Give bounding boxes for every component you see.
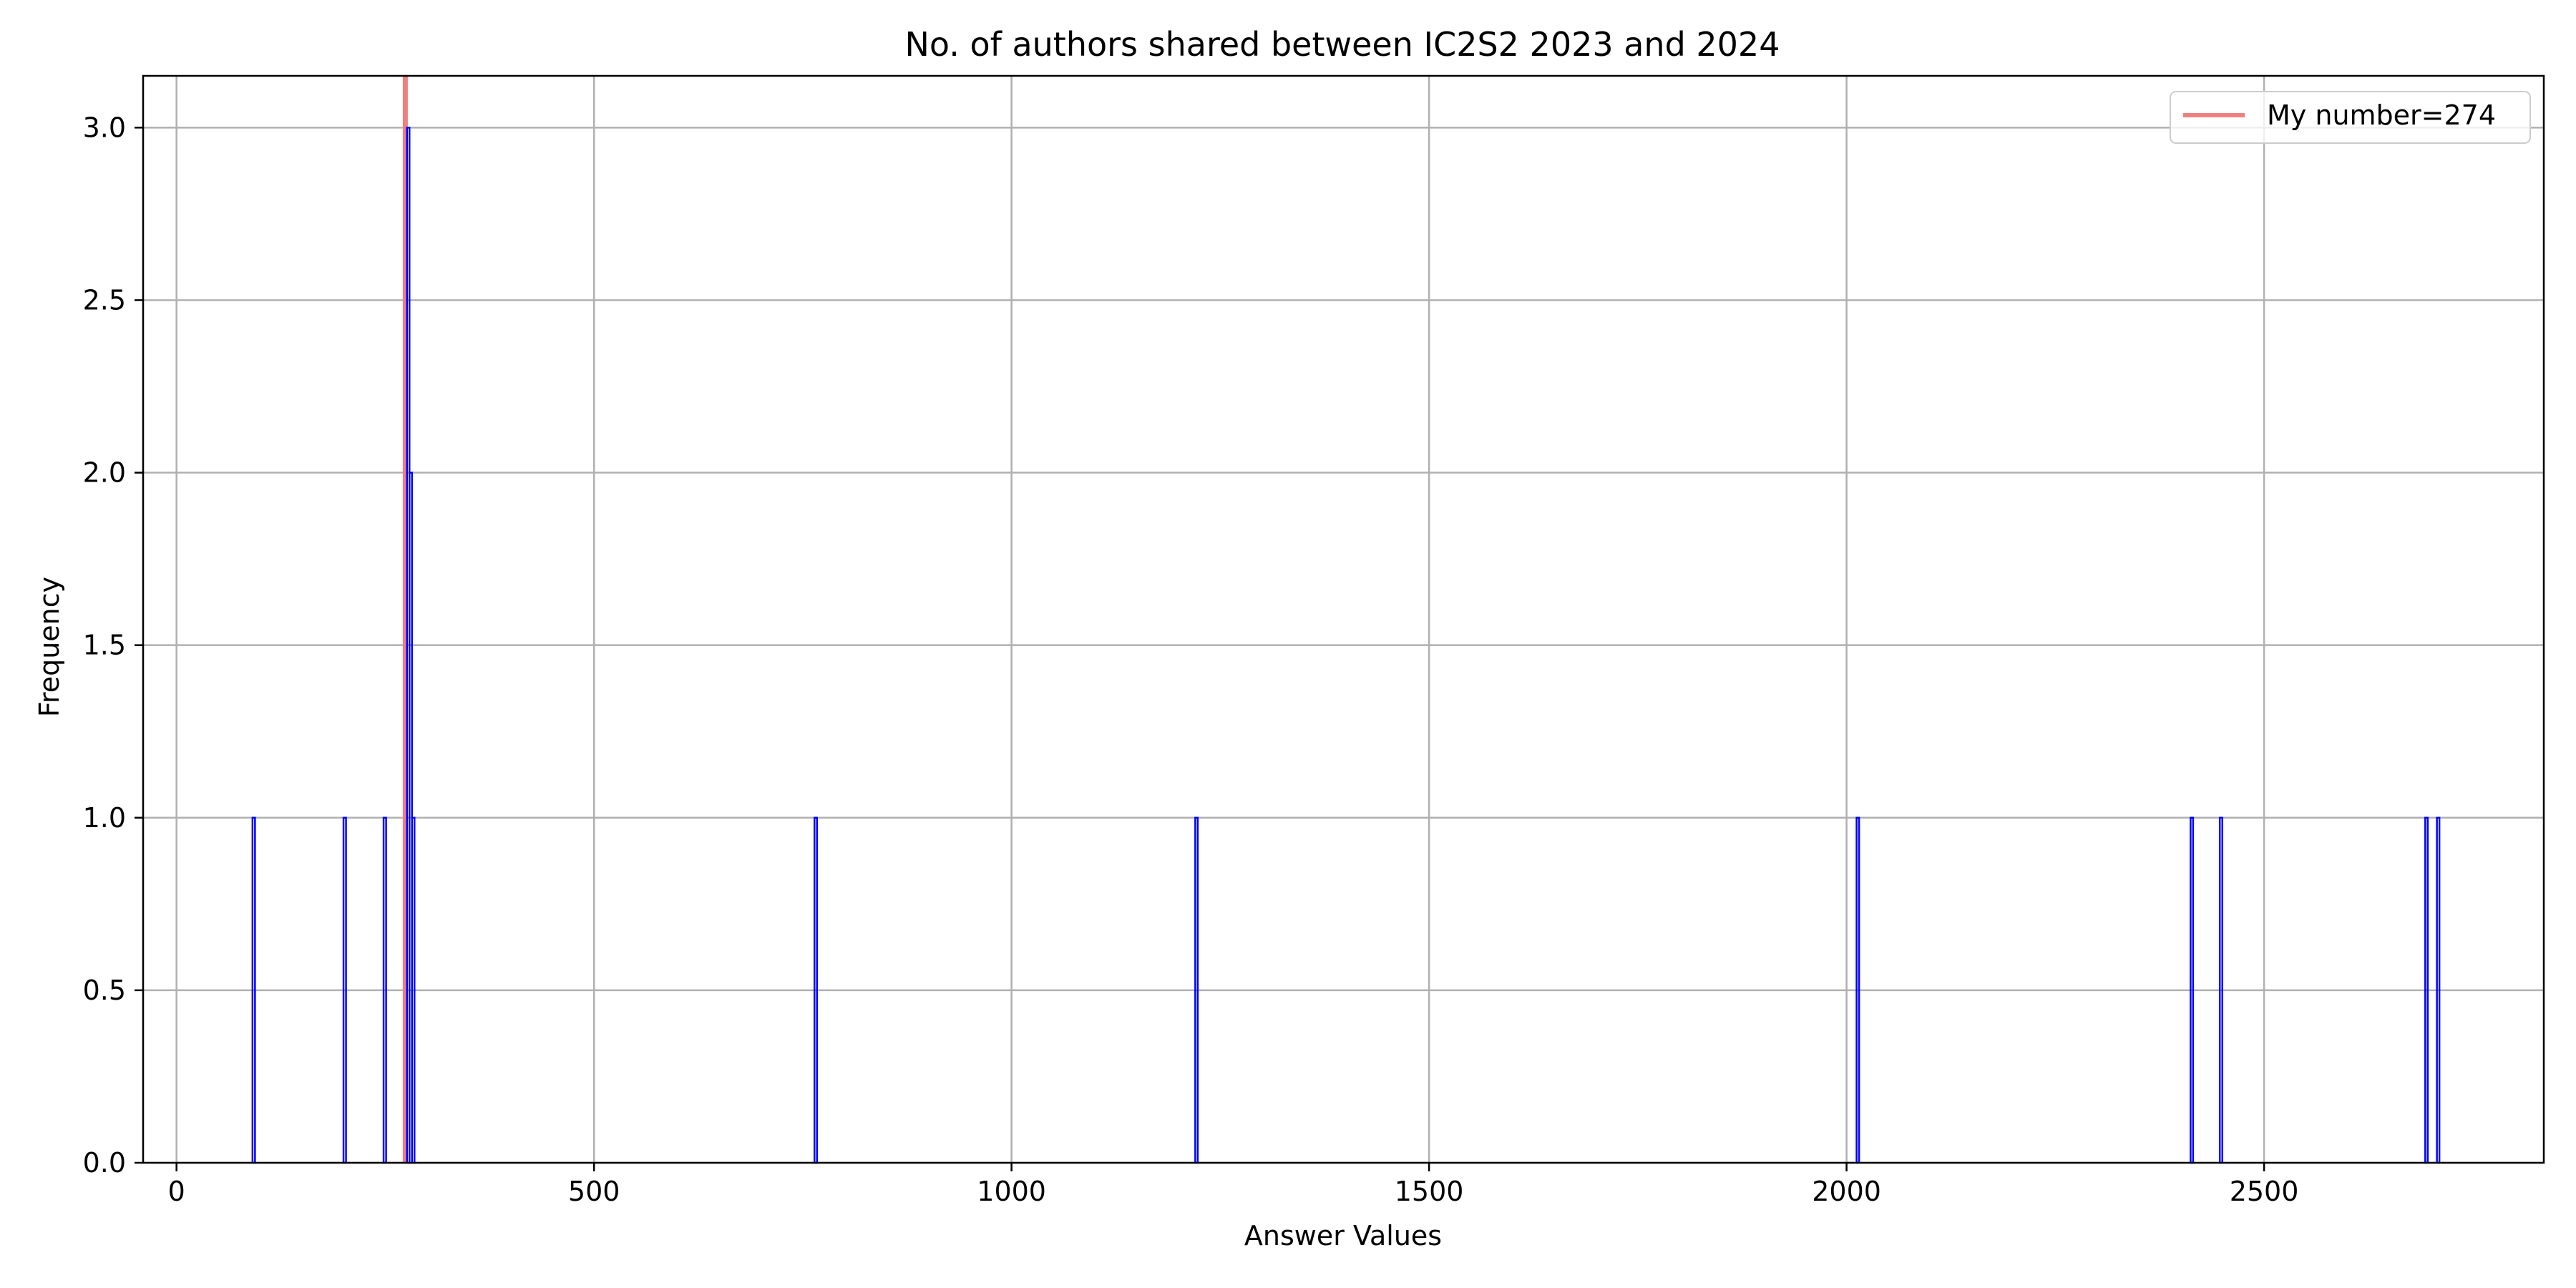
- y-tick-label: 2.5: [83, 284, 126, 316]
- y-tick-label: 0.5: [83, 975, 126, 1006]
- x-tick-label: 500: [568, 1176, 620, 1207]
- x-tick-label: 2000: [1812, 1176, 1881, 1207]
- legend-label: My number=274: [2267, 99, 2496, 131]
- y-axis-label: Frequency: [34, 577, 65, 717]
- y-tick-label: 1.5: [83, 630, 126, 661]
- y-tick-label: 3.0: [83, 112, 126, 143]
- x-axis-label: Answer Values: [1244, 1220, 1442, 1252]
- plot-frame: [142, 74, 2545, 1164]
- legend-box: [2170, 91, 2531, 144]
- x-tick-label: 1500: [1395, 1176, 1464, 1207]
- y-axis-ticks: 0.0 0.5 1.0 1.5 2.0 2.5 3.0: [83, 112, 143, 1179]
- x-tick-label: 2500: [2230, 1176, 2299, 1207]
- y-tick-label: 1.0: [83, 802, 126, 834]
- x-tick-label: 1000: [977, 1176, 1046, 1207]
- y-tick-label: 0.0: [83, 1147, 126, 1179]
- legend: My number=274: [2170, 91, 2531, 144]
- x-tick-label: 0: [168, 1176, 185, 1207]
- x-axis-ticks: 0 500 1000 1500 2000 2500: [168, 1163, 2299, 1207]
- chart-title: No. of authors shared between IC2S2 2023…: [905, 25, 1780, 64]
- y-tick-label: 2.0: [83, 457, 126, 489]
